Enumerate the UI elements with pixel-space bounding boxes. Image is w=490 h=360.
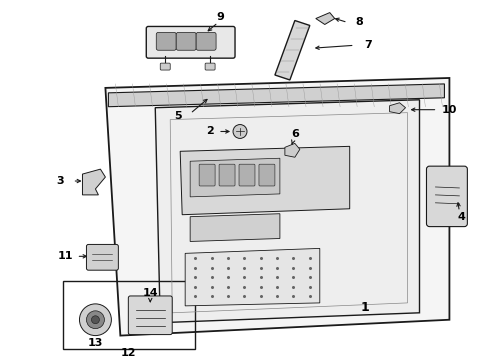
Text: 2: 2 <box>206 126 214 136</box>
FancyBboxPatch shape <box>205 63 215 70</box>
Text: 9: 9 <box>216 12 224 22</box>
FancyBboxPatch shape <box>196 32 216 50</box>
Text: 4: 4 <box>458 212 466 222</box>
Text: 3: 3 <box>57 176 64 186</box>
Polygon shape <box>190 214 280 242</box>
FancyBboxPatch shape <box>176 32 196 50</box>
Text: 10: 10 <box>441 105 457 115</box>
Polygon shape <box>390 103 406 114</box>
Text: 13: 13 <box>88 338 103 347</box>
FancyBboxPatch shape <box>128 296 172 334</box>
Polygon shape <box>316 13 335 24</box>
Circle shape <box>92 316 99 324</box>
Text: 7: 7 <box>364 40 371 50</box>
FancyBboxPatch shape <box>259 164 275 186</box>
FancyBboxPatch shape <box>147 26 235 58</box>
Polygon shape <box>180 147 350 215</box>
FancyBboxPatch shape <box>239 164 255 186</box>
Text: 6: 6 <box>291 130 299 139</box>
FancyBboxPatch shape <box>426 166 467 226</box>
Text: 8: 8 <box>356 18 364 27</box>
Text: 12: 12 <box>121 348 136 359</box>
Polygon shape <box>108 84 444 107</box>
Polygon shape <box>155 100 419 323</box>
Circle shape <box>86 311 104 329</box>
FancyBboxPatch shape <box>219 164 235 186</box>
Text: 11: 11 <box>58 251 74 261</box>
Polygon shape <box>105 78 449 336</box>
Text: 5: 5 <box>174 111 182 121</box>
FancyBboxPatch shape <box>86 244 119 270</box>
Polygon shape <box>275 21 310 80</box>
FancyBboxPatch shape <box>156 32 176 50</box>
Polygon shape <box>190 158 280 197</box>
Text: 14: 14 <box>143 288 158 298</box>
Polygon shape <box>285 143 300 157</box>
Polygon shape <box>82 169 105 195</box>
Circle shape <box>79 304 111 336</box>
FancyBboxPatch shape <box>199 164 215 186</box>
Polygon shape <box>185 248 320 306</box>
Text: 1: 1 <box>360 301 369 314</box>
Circle shape <box>233 125 247 138</box>
FancyBboxPatch shape <box>160 63 170 70</box>
